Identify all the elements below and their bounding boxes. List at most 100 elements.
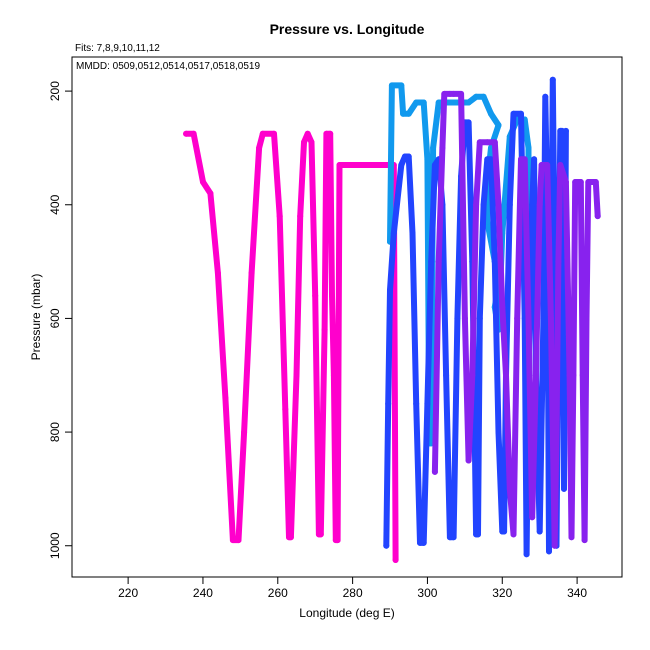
series-0-point	[200, 179, 206, 185]
series-0-point	[248, 270, 255, 276]
series-2-point	[540, 315, 547, 322]
series-2-point	[523, 551, 530, 558]
x-tick-label: 260	[268, 586, 288, 600]
series-0-point	[304, 130, 311, 137]
series-3-point	[503, 372, 509, 379]
y-axis: 200 400 600 800 1000	[48, 81, 73, 559]
series-2-point	[546, 548, 552, 555]
series-0-point	[353, 162, 360, 168]
series-3-point	[557, 162, 564, 168]
series-2-point	[405, 153, 412, 160]
x-axis: 220 240 260 280 300 320 340	[118, 576, 587, 600]
series-3-point	[491, 139, 498, 146]
series-3-point	[579, 372, 586, 379]
series-3-point	[476, 139, 483, 146]
series-3-point	[538, 162, 545, 168]
series-0-point	[301, 139, 307, 146]
series-2-point	[542, 93, 549, 100]
series-2-point	[409, 230, 416, 237]
series-0-point	[241, 429, 248, 436]
series-1-point	[465, 99, 472, 106]
series-0-point	[329, 292, 335, 299]
y-axis-label: Pressure (mbar)	[29, 274, 43, 361]
series-0-point	[190, 130, 197, 137]
y-tick-label: 600	[48, 308, 62, 328]
series-1-point	[473, 93, 480, 100]
series-3-point	[529, 514, 536, 521]
series-2-point	[465, 119, 472, 126]
series-3-point	[581, 537, 588, 544]
series-0-point	[334, 537, 341, 544]
series-2-point	[488, 156, 494, 163]
series-2-point	[476, 315, 483, 322]
series-layer	[183, 76, 601, 563]
series-3-point	[551, 542, 558, 549]
x-tick-label: 220	[118, 586, 138, 600]
series-0-point	[327, 130, 334, 137]
series-0-point	[235, 537, 242, 544]
series-2-point	[518, 110, 524, 117]
series-3-point	[495, 201, 502, 208]
series-0-point	[336, 162, 343, 168]
series-3-point	[536, 201, 543, 208]
series-2-point	[387, 287, 393, 293]
series-3-point	[562, 179, 569, 185]
series-2-point	[536, 528, 543, 535]
series-0-point	[293, 372, 300, 379]
series-2-point	[443, 372, 450, 379]
series-3-point	[435, 258, 442, 265]
series-3-point	[458, 90, 465, 97]
fits-annotation: Fits: 7,8,9,10,11,12	[75, 43, 160, 54]
series-3-point	[570, 372, 577, 379]
series-3-point	[431, 468, 438, 475]
series-3-point	[465, 457, 472, 464]
series-3-point	[484, 139, 491, 146]
series-2-point	[475, 531, 481, 538]
series-1-point	[525, 144, 532, 151]
x-tick-label: 300	[417, 586, 437, 600]
series-0-point	[287, 534, 294, 541]
series-1-point	[430, 144, 437, 151]
y-tick-label: 1000	[48, 532, 62, 559]
series-0-point	[312, 292, 319, 299]
x-axis-label: Longitude (deg E)	[299, 606, 394, 620]
series-3-point	[583, 315, 590, 322]
series-0-point	[222, 395, 229, 401]
series-3-point	[577, 179, 584, 185]
series-3-point	[521, 156, 528, 163]
series-3-point	[568, 534, 575, 541]
x-tick-label: 320	[492, 586, 512, 600]
series-2-point	[385, 400, 392, 407]
series-1-point	[400, 110, 407, 117]
series-3-point	[441, 90, 448, 97]
series-0-line	[183, 130, 399, 563]
series-2-point	[454, 315, 461, 322]
series-0-point	[297, 213, 304, 220]
series-2-point	[510, 110, 517, 117]
series-0-point	[308, 139, 315, 146]
series-0-point	[183, 130, 190, 137]
series-3-point	[469, 372, 476, 379]
series-1-point	[420, 99, 427, 106]
series-2-point	[383, 542, 390, 549]
series-1-point	[480, 93, 487, 100]
mmdd-annotation: MMDD: 0509,0512,0514,0517,0518,0519	[76, 61, 260, 72]
series-2-point	[420, 539, 427, 546]
series-2-point	[390, 230, 397, 237]
series-2-point	[428, 258, 435, 265]
series-2-point	[531, 156, 538, 163]
series-2-point	[549, 76, 556, 83]
series-2-point	[561, 485, 567, 492]
series-2-point	[562, 127, 569, 134]
series-3-point	[592, 179, 599, 185]
series-3-point	[532, 372, 539, 379]
series-2-point	[424, 400, 431, 407]
series-2-point	[480, 201, 487, 208]
y-tick-label: 400	[48, 194, 62, 214]
series-2-point	[495, 429, 502, 436]
series-3-point	[544, 162, 551, 168]
series-0-point	[392, 557, 399, 563]
series-2-point	[529, 201, 536, 208]
series-0-point	[330, 372, 337, 379]
